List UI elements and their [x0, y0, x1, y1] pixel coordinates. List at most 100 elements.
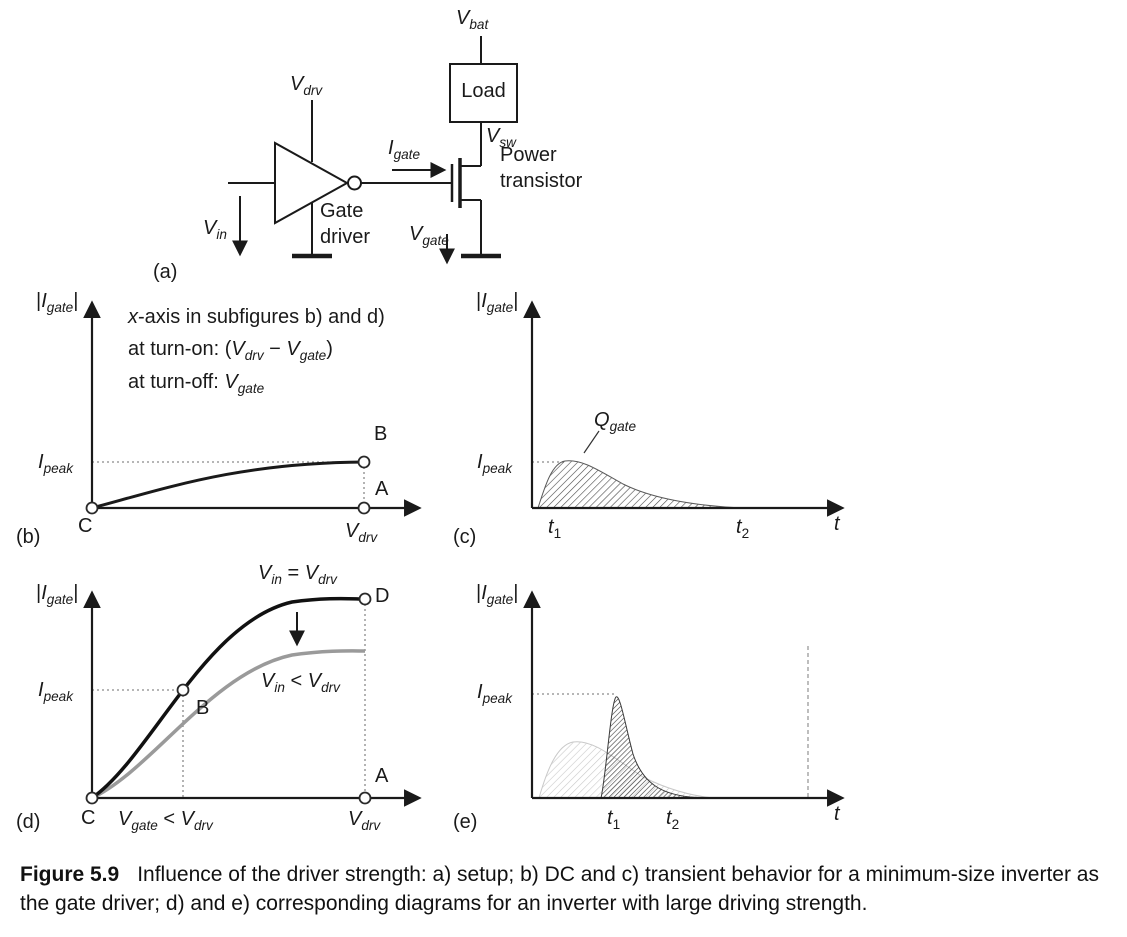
label-part: gate: [46, 300, 74, 315]
plot-b-y-label: |Igate|: [36, 291, 78, 315]
plot-e-y-label: |Igate|: [476, 583, 518, 607]
subfigure-tag-c: (c): [453, 526, 477, 548]
label-part: in: [271, 572, 282, 587]
label-part: V: [409, 223, 423, 245]
label-part: V: [203, 217, 217, 239]
label-part: gate: [609, 419, 637, 434]
label-part: |: [73, 582, 79, 604]
point-a-marker: [358, 791, 372, 805]
label-part: |: [476, 290, 482, 312]
label-part: -axis in subfigures b) and d): [138, 306, 385, 328]
plot-d-ipeak-label: Ipeak: [38, 680, 73, 704]
label-part: ): [326, 338, 333, 360]
plot-d-y-label: |Igate|: [36, 583, 78, 607]
plot-c-linework: [523, 300, 845, 517]
plot-d-x-label: Vdrv: [348, 809, 380, 833]
label-part: |: [513, 290, 519, 312]
subfigure-tag-e: (e): [453, 811, 478, 833]
label-part: |: [73, 290, 79, 312]
label-part: t: [666, 807, 672, 829]
vsw-label: Vsw: [486, 126, 516, 150]
label-part: drv: [361, 818, 381, 833]
label-part: drv: [358, 530, 378, 545]
label-part: I: [41, 290, 47, 312]
label-part: V: [224, 371, 238, 393]
qgate-leader-line: [583, 430, 600, 454]
plot-b-x-label: Vdrv: [345, 521, 377, 545]
qgate-label: Qgate: [594, 410, 636, 434]
label-part: gate: [237, 381, 265, 396]
label-part: at turn-on: (: [128, 338, 232, 360]
plot-b-point-b-label: B: [374, 423, 388, 445]
label-part: |: [36, 290, 42, 312]
label-part: in: [216, 227, 227, 242]
gate-driver-label: Gate driver: [320, 198, 370, 250]
label-part: 1: [553, 526, 562, 541]
label-part: peak: [482, 461, 513, 476]
vin-eq-vdrv-label: Vin = Vdrv: [258, 563, 337, 587]
label-part: t: [548, 516, 554, 538]
plot-d-linework: [83, 590, 422, 807]
label-part: drv: [193, 818, 213, 833]
label-part: I: [477, 451, 483, 473]
label-line: transistor: [500, 170, 583, 192]
label-part: at turn-off:: [128, 371, 225, 393]
label-part: gate: [46, 592, 74, 607]
vdrv-label: Vdrv: [290, 74, 322, 98]
label-part: I: [481, 582, 487, 604]
caption-label: Figure 5.9: [20, 863, 120, 886]
plot-d-point-b-label: B: [196, 697, 210, 719]
label-part: peak: [43, 461, 74, 476]
dc-curve: [91, 460, 365, 510]
plot-d-point-d-label: D: [375, 585, 390, 607]
plot-c-x-label: t: [834, 513, 840, 535]
label-part: <: [284, 670, 308, 692]
label-part: |: [476, 582, 482, 604]
vin-label: Vin: [203, 218, 227, 242]
label-part: V: [456, 7, 470, 29]
label-part: drv: [318, 572, 337, 587]
plot-e-x-label: t: [834, 803, 840, 825]
label-part: drv: [321, 680, 340, 695]
caption-text: Influence of the driver strength: a) set…: [20, 863, 1099, 916]
subfigure-tag-d: (d): [16, 811, 41, 833]
note-line-3: at turn-off: Vgate: [128, 372, 264, 396]
plot-e-linework: [523, 590, 845, 807]
label-part: V: [348, 808, 362, 830]
label-part: 2: [741, 526, 750, 541]
label-part: V: [307, 670, 322, 692]
label-part: V: [180, 808, 194, 830]
label-part: |: [36, 582, 42, 604]
label-part: peak: [43, 689, 74, 704]
label-part: I: [477, 681, 483, 703]
qgate-area: [537, 460, 743, 509]
label-part: =: [281, 562, 305, 584]
label-part: 2: [671, 817, 680, 832]
point-c-marker: [85, 791, 99, 805]
plot-d-point-c-label: C: [81, 807, 96, 829]
label-part: gate: [299, 348, 327, 363]
label-part: V: [231, 338, 245, 360]
label-part: Q: [594, 409, 610, 431]
label-part: V: [486, 125, 500, 147]
label-part: gate: [486, 300, 514, 315]
point-d-marker: [358, 592, 372, 606]
label-part: 1: [612, 817, 621, 832]
label-part: V: [345, 520, 359, 542]
gray-curve: [91, 649, 366, 800]
label-part: V: [290, 73, 304, 95]
label-part: I: [38, 451, 44, 473]
label-part: V: [258, 562, 272, 584]
plot-c-t2-label: t2: [736, 517, 749, 541]
vgate-label: Vgate: [409, 224, 449, 248]
label-part: gate: [393, 147, 421, 162]
dark-curve: [91, 596, 366, 800]
label-part: V: [118, 808, 132, 830]
label-part: bat: [469, 17, 489, 32]
label-part: I: [481, 290, 487, 312]
label-part: I: [38, 679, 44, 701]
point-a-marker: [357, 501, 371, 515]
label-part: |: [513, 582, 519, 604]
